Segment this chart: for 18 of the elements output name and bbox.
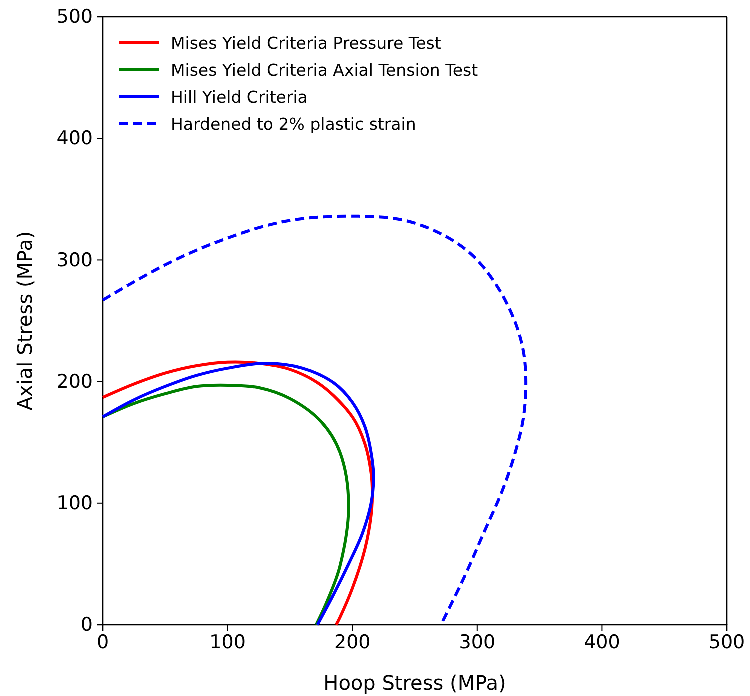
x-tick-label: 200 <box>334 631 371 654</box>
legend-label: Hill Yield Criteria <box>171 88 308 107</box>
x-tick-label: 500 <box>708 631 746 654</box>
y-tick-label: 400 <box>56 128 93 150</box>
x-tick-label: 0 <box>96 631 110 654</box>
y-tick-label: 200 <box>56 370 93 393</box>
x-axis-title: Hoop Stress (MPa) <box>324 671 506 695</box>
y-tick-label: 100 <box>56 492 93 514</box>
y-axis-title: Axial Stress (MPa) <box>13 231 37 411</box>
y-tick-label: 300 <box>56 249 93 272</box>
x-tick-label: 100 <box>210 631 246 654</box>
y-tick-label: 500 <box>56 6 93 28</box>
legend-label: Mises Yield Criteria Axial Tension Test <box>171 61 479 80</box>
x-tick-label: 400 <box>584 631 620 654</box>
legend-label: Mises Yield Criteria Pressure Test <box>171 34 442 53</box>
y-tick-label: 0 <box>80 614 93 636</box>
legend-label: Hardened to 2% plastic strain <box>171 115 416 134</box>
x-tick-label: 300 <box>459 631 496 654</box>
